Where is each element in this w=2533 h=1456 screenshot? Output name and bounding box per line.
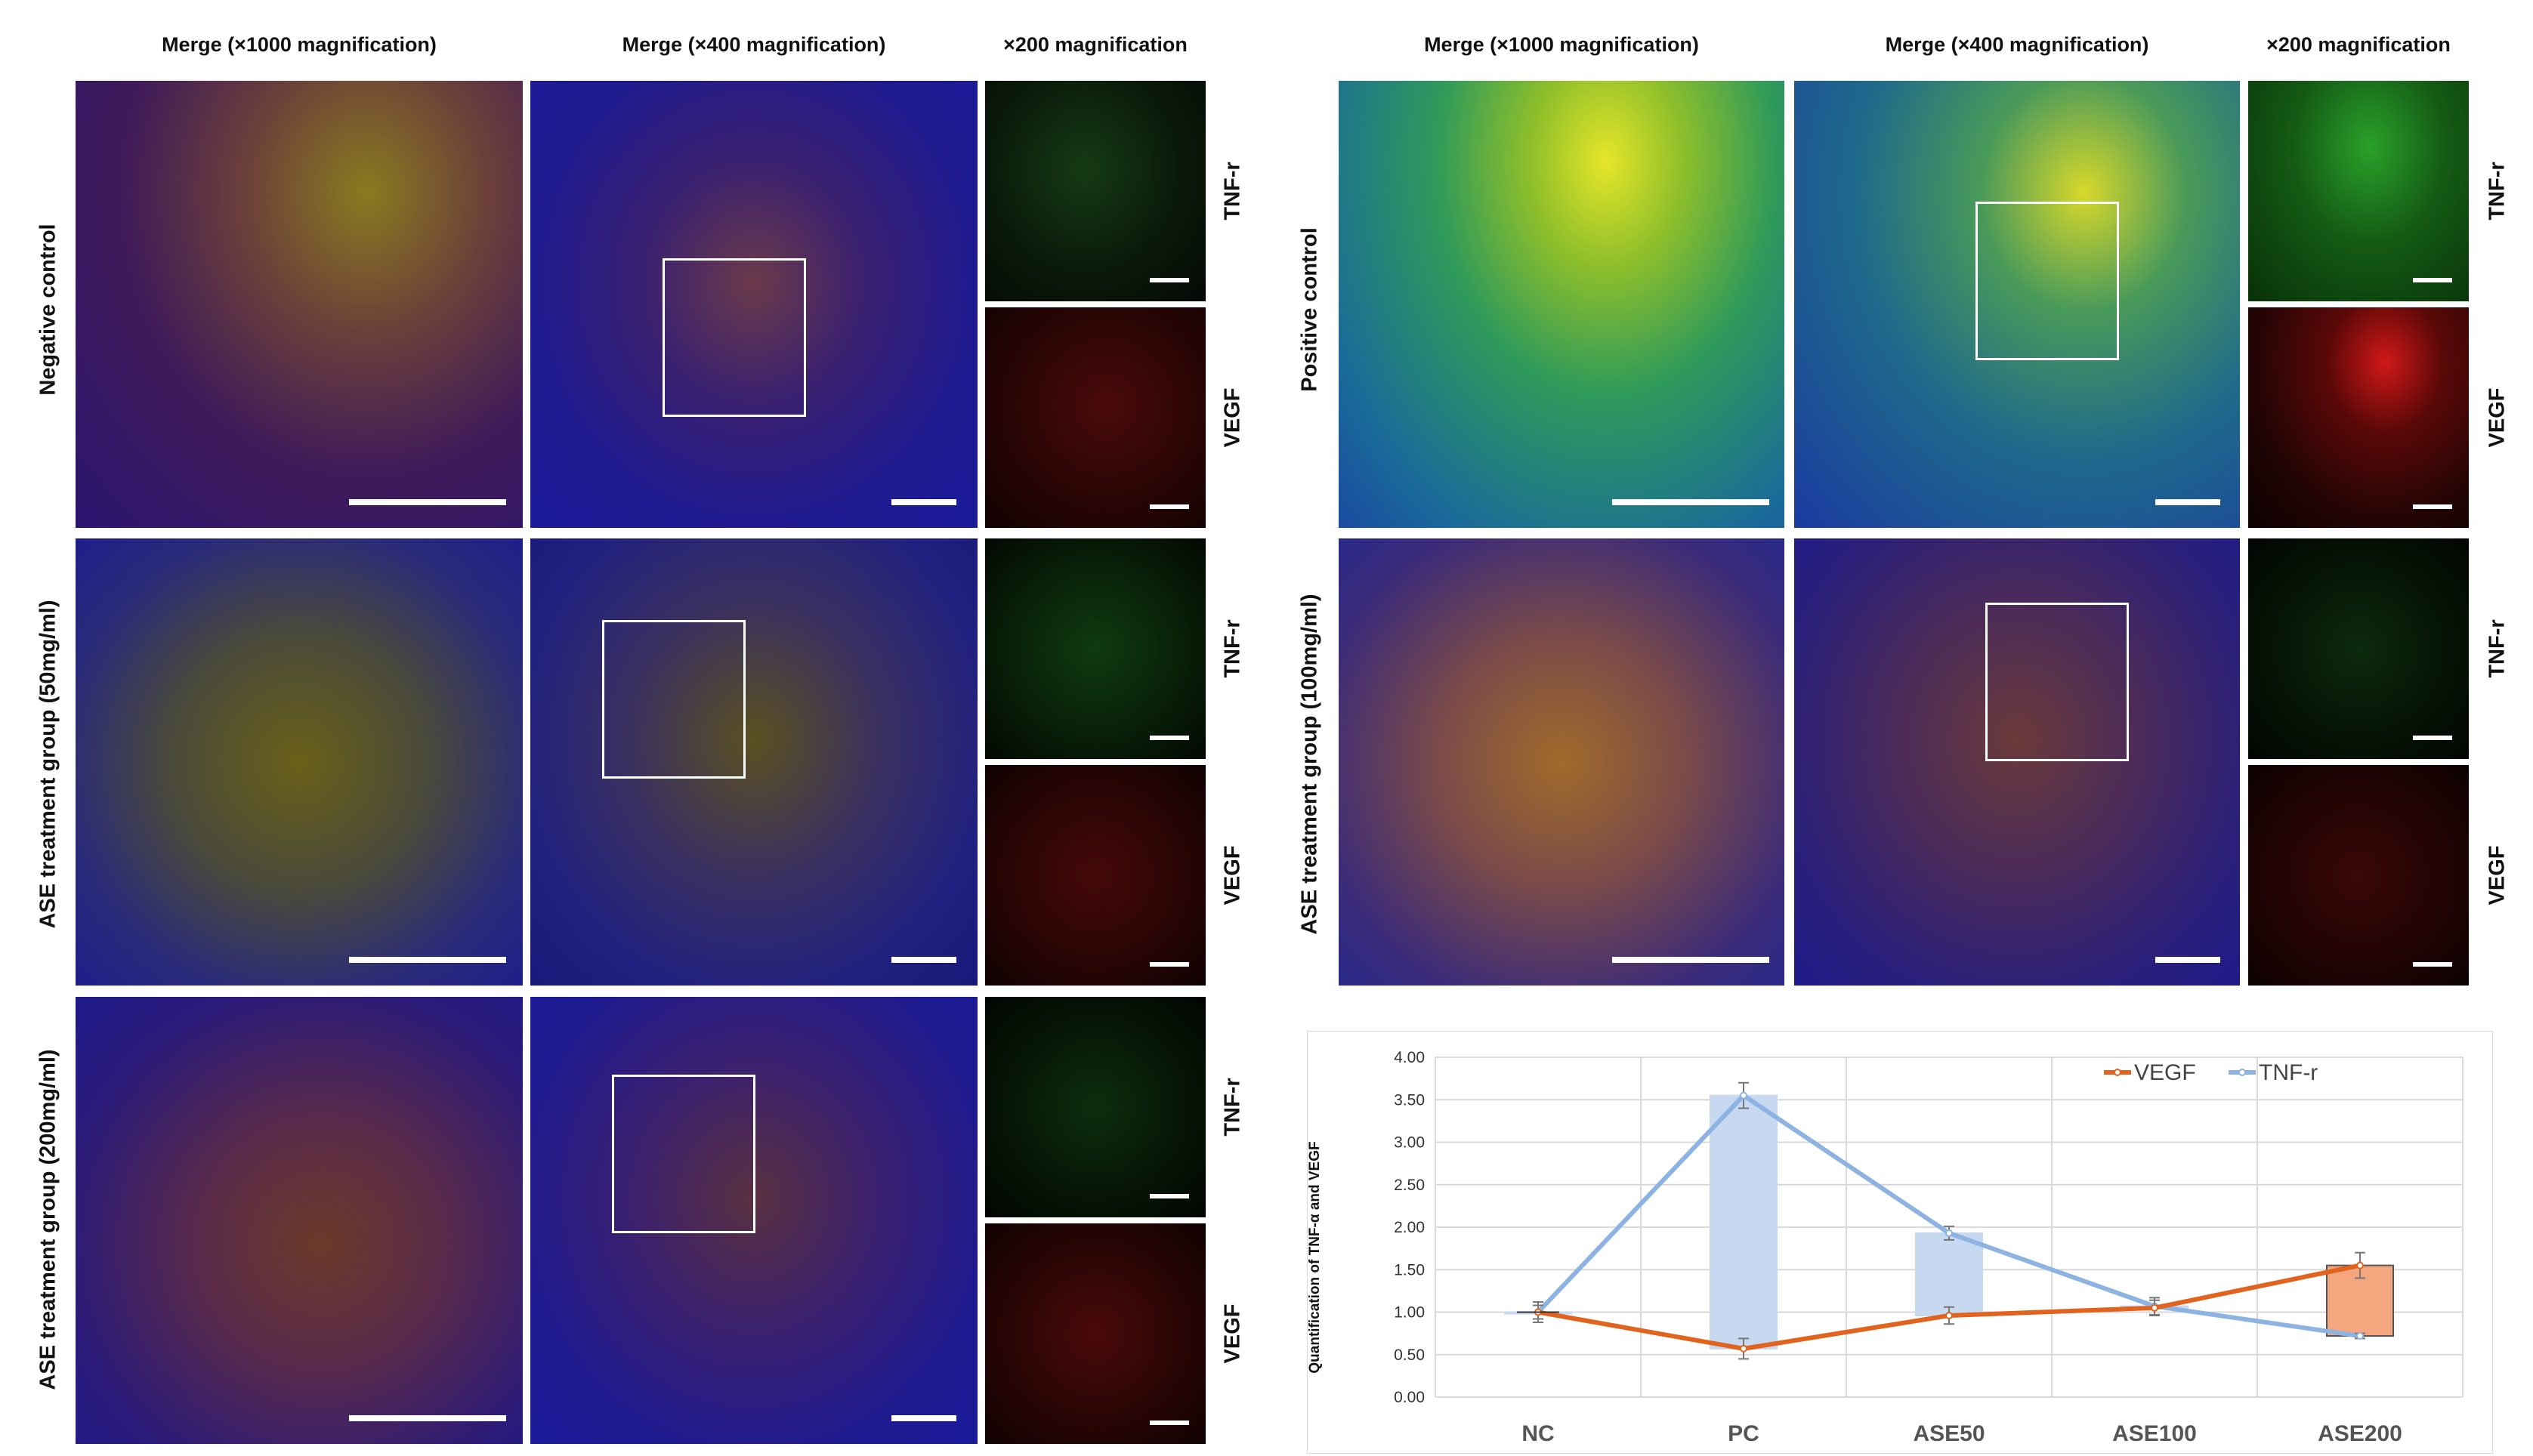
- data-point: [1740, 1091, 1747, 1100]
- y-axis-label: Quantification of TNF-α and VEGF: [1307, 1141, 1323, 1373]
- header-mag200-right: ×200 magnification: [2266, 33, 2451, 56]
- image-positive-control-1000x: [1339, 81, 1784, 528]
- data-point: [2356, 1261, 2364, 1269]
- scale-bar: [1612, 957, 1769, 963]
- image-ase100-tnf: [2248, 538, 2469, 759]
- y-tick-label: 4.00: [1394, 1049, 1425, 1066]
- legend-marker: [2114, 1069, 2121, 1076]
- updown-bar: [1915, 1232, 1983, 1316]
- y-tick-label: 0.50: [1394, 1346, 1425, 1364]
- data-point: [1740, 1344, 1747, 1353]
- chart-frame: [1307, 1031, 2493, 1454]
- legend-label: VEGF: [2134, 1060, 2196, 1085]
- image-ase50-tnf: [985, 538, 1206, 759]
- zoom-box: [1975, 202, 2119, 360]
- image-negative-control-1000x: [76, 81, 523, 528]
- y-tick-label: 0.00: [1394, 1389, 1425, 1406]
- scale-bar: [1150, 504, 1189, 509]
- image-ase100-400x: [1794, 538, 2240, 986]
- y-tick-label: 1.50: [1394, 1261, 1425, 1279]
- scale-bar: [1150, 962, 1189, 967]
- updown-bar: [1710, 1094, 1778, 1350]
- image-negative-control-tnf: [985, 81, 1206, 301]
- legend-marker: [2238, 1069, 2246, 1076]
- zoom-box: [1985, 603, 2129, 761]
- x-tick-label: PC: [1728, 1421, 1759, 1446]
- image-ase50-1000x: [76, 538, 523, 986]
- zoom-box: [612, 1075, 755, 1233]
- image-ase50-vegf: [985, 765, 1206, 986]
- data-point: [2151, 1303, 2158, 1312]
- image-ase100-1000x: [1339, 538, 1784, 986]
- scale-bar: [349, 499, 506, 505]
- image-ase200-1000x: [76, 997, 523, 1444]
- zoom-box: [663, 258, 806, 417]
- scale-bar: [2155, 499, 2220, 505]
- y-tick-label: 1.00: [1394, 1304, 1425, 1322]
- legend-label: TNF-r: [2259, 1060, 2318, 1085]
- scale-bar: [1612, 499, 1769, 505]
- scale-bar: [2413, 736, 2452, 740]
- scale-bar: [2413, 278, 2452, 282]
- header-merge1000-right: Merge (×1000 magnification): [1424, 33, 1699, 56]
- image-ase100-vegf: [2248, 765, 2469, 986]
- x-tick-label: ASE50: [1913, 1421, 1985, 1446]
- header-merge1000-left: Merge (×1000 magnification): [162, 33, 437, 56]
- y-tick-label: 3.50: [1394, 1091, 1425, 1109]
- scale-bar: [1150, 1194, 1189, 1198]
- image-positive-control-400x: [1794, 81, 2240, 528]
- image-positive-control-vegf: [2248, 307, 2469, 528]
- y-tick-label: 3.00: [1394, 1134, 1425, 1152]
- image-ase200-vegf: [985, 1223, 1206, 1444]
- scale-bar: [349, 957, 506, 963]
- scale-bar: [2413, 504, 2452, 509]
- scale-bar: [1150, 1421, 1189, 1425]
- image-ase200-400x: [530, 997, 978, 1444]
- scale-bar: [891, 957, 956, 963]
- image-negative-control-vegf: [985, 307, 1206, 528]
- scale-bar: [2413, 962, 2452, 967]
- image-positive-control-tnf: [2248, 81, 2469, 301]
- scale-bar: [891, 1415, 956, 1421]
- scale-bar: [1150, 736, 1189, 740]
- scale-bar: [349, 1415, 506, 1421]
- y-tick-label: 2.00: [1394, 1219, 1425, 1236]
- image-ase200-tnf: [985, 997, 1206, 1217]
- header-mag200-left: ×200 magnification: [1003, 33, 1188, 56]
- x-tick-label: NC: [1521, 1421, 1554, 1446]
- x-tick-label: ASE100: [2112, 1421, 2197, 1446]
- data-point: [2356, 1332, 2364, 1340]
- data-point: [1945, 1229, 1953, 1237]
- zoom-box: [602, 620, 746, 779]
- data-point: [1945, 1312, 1953, 1319]
- image-ase50-400x: [530, 538, 978, 986]
- scale-bar: [891, 499, 956, 505]
- image-negative-control-400x: [530, 81, 978, 528]
- scale-bar: [1150, 278, 1189, 282]
- header-merge400-left: Merge (×400 magnification): [622, 33, 886, 56]
- scale-bar: [2155, 957, 2220, 963]
- y-tick-label: 2.50: [1394, 1177, 1425, 1194]
- header-merge400-right: Merge (×400 magnification): [1885, 33, 2149, 56]
- x-tick-label: ASE200: [2318, 1421, 2402, 1446]
- quantification-chart: 0.00 0.50 1.00 1.50 2.00 2.50 3.00 3.50 4.00 NC PC…: [1307, 1031, 2493, 1454]
